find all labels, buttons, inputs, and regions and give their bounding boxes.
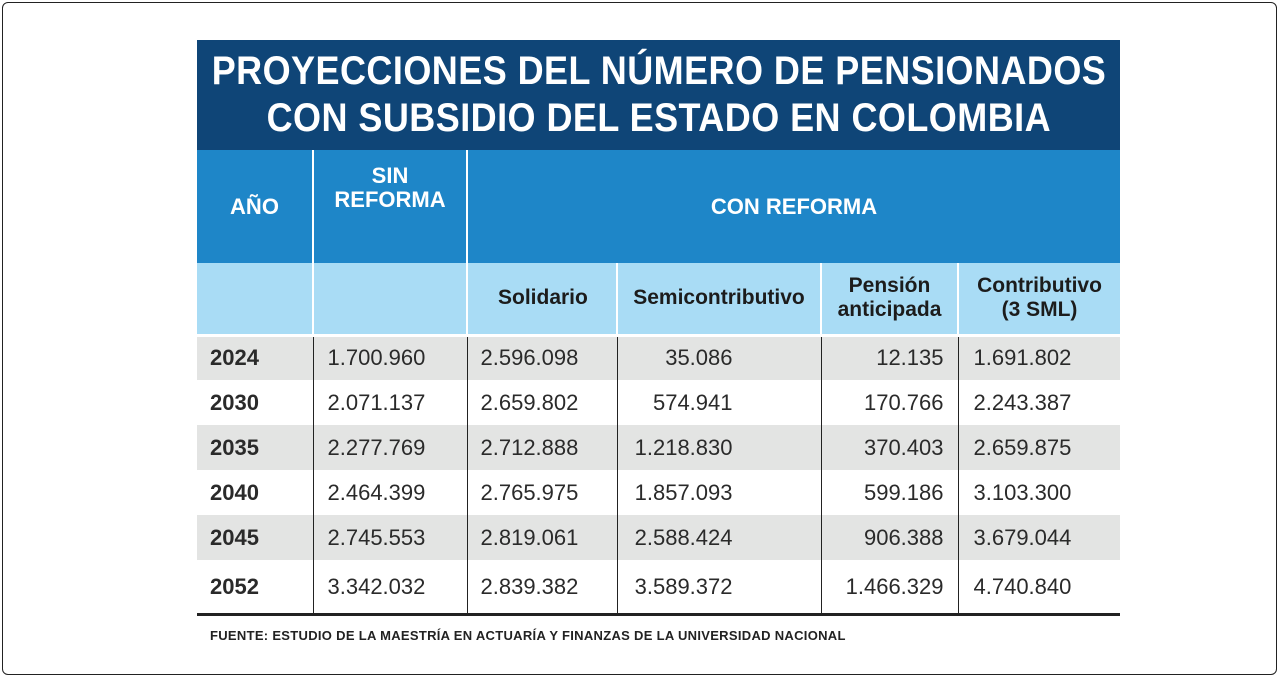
subheader-semicontributivo: Semicontributivo: [617, 263, 822, 335]
cell-semicontributivo: 574.941: [617, 380, 822, 425]
subheader-contributivo-line2: (3 SML): [1001, 298, 1078, 322]
subheader-empty-year: [197, 263, 314, 335]
cell-sin-reforma: 2.464.399: [313, 470, 468, 515]
cell-year: 2052: [197, 560, 314, 613]
cell-pension-anticipada: 370.403: [821, 425, 959, 470]
cell-contributivo: 4.740.840: [958, 560, 1121, 613]
infographic: PROYECCIONES DEL NÚMERO DE PENSIONADOS C…: [197, 40, 1121, 643]
cell-year: 2030: [197, 380, 314, 425]
header-sin-reforma: SIN REFORMA: [313, 150, 468, 263]
cell-contributivo: 3.679.044: [958, 515, 1121, 560]
cell-year: 2040: [197, 470, 314, 515]
header-row: AÑO SIN REFORMA CON REFORMA: [197, 150, 1121, 263]
cell-year: 2045: [197, 515, 314, 560]
source-note: FUENTE: ESTUDIO DE LA MAESTRÍA EN ACTUAR…: [210, 628, 846, 643]
cell-contributivo: 2.243.387: [958, 380, 1121, 425]
cell-semicontributivo: 3.589.372: [617, 560, 822, 613]
table-row: 2045 2.745.553 2.819.061 2.588.424 906.3…: [197, 515, 1121, 560]
subheader-pension-line1: Pensión: [848, 274, 931, 298]
cell-pension-anticipada: 1.466.329: [821, 560, 959, 613]
subheader-row: Solidario Semicontributivo Pensión antic…: [197, 263, 1121, 335]
subheader-solidario: Solidario: [467, 263, 618, 335]
cell-year: 2024: [197, 333, 314, 380]
subheader-pension-anticipada: Pensión anticipada: [821, 263, 959, 335]
cell-semicontributivo: 35.086: [617, 333, 822, 380]
subheader-contributivo-line1: Contributivo: [977, 274, 1102, 298]
cell-sin-reforma: 2.745.553: [313, 515, 468, 560]
table-row: 2030 2.071.137 2.659.802 574.941 170.766…: [197, 380, 1121, 425]
title-line-2: CON SUBSIDIO DEL ESTADO EN COLOMBIA: [266, 96, 1051, 140]
subheader-pension-line2: anticipada: [837, 298, 942, 322]
cell-solidario: 2.765.975: [467, 470, 618, 515]
cell-sin-reforma: 1.700.960: [313, 333, 468, 380]
title-line-1: PROYECCIONES DEL NÚMERO DE PENSIONADOS: [211, 49, 1106, 93]
cell-semicontributivo: 2.588.424: [617, 515, 822, 560]
cell-sin-reforma: 3.342.032: [313, 560, 468, 613]
title-banner: PROYECCIONES DEL NÚMERO DE PENSIONADOS C…: [197, 40, 1120, 150]
header-sin-reforma-line2: REFORMA: [334, 187, 446, 212]
cell-pension-anticipada: 170.766: [821, 380, 959, 425]
subheader-empty-sin: [313, 263, 468, 335]
cell-pension-anticipada: 599.186: [821, 470, 959, 515]
cell-contributivo: 2.659.875: [958, 425, 1121, 470]
cell-solidario: 2.819.061: [467, 515, 618, 560]
subheader-contributivo: Contributivo (3 SML): [958, 263, 1121, 335]
cell-solidario: 2.596.098: [467, 333, 618, 380]
cell-semicontributivo: 1.218.830: [617, 425, 822, 470]
cell-solidario: 2.839.382: [467, 560, 618, 613]
cell-year: 2035: [197, 425, 314, 470]
table-row: 2052 3.342.032 2.839.382 3.589.372 1.466…: [197, 560, 1121, 613]
cell-sin-reforma: 2.277.769: [313, 425, 468, 470]
table-row: 2035 2.277.769 2.712.888 1.218.830 370.4…: [197, 425, 1121, 470]
cell-pension-anticipada: 906.388: [821, 515, 959, 560]
bottom-rule: [197, 613, 1120, 616]
pension-projection-table: AÑO SIN REFORMA CON REFORMA Solidario Se…: [197, 150, 1121, 613]
cell-sin-reforma: 2.071.137: [313, 380, 468, 425]
header-con-reforma: CON REFORMA: [467, 150, 1121, 263]
cell-pension-anticipada: 12.135: [821, 333, 959, 380]
cell-solidario: 2.712.888: [467, 425, 618, 470]
header-sin-reforma-line1: SIN: [371, 163, 409, 188]
table-row: 2024 1.700.960 2.596.098 35.086 12.135 1…: [197, 333, 1121, 380]
header-year: AÑO: [197, 150, 314, 263]
cell-contributivo: 1.691.802: [958, 333, 1121, 380]
cell-semicontributivo: 1.857.093: [617, 470, 822, 515]
table-row: 2040 2.464.399 2.765.975 1.857.093 599.1…: [197, 470, 1121, 515]
cell-contributivo: 3.103.300: [958, 470, 1121, 515]
cell-solidario: 2.659.802: [467, 380, 618, 425]
